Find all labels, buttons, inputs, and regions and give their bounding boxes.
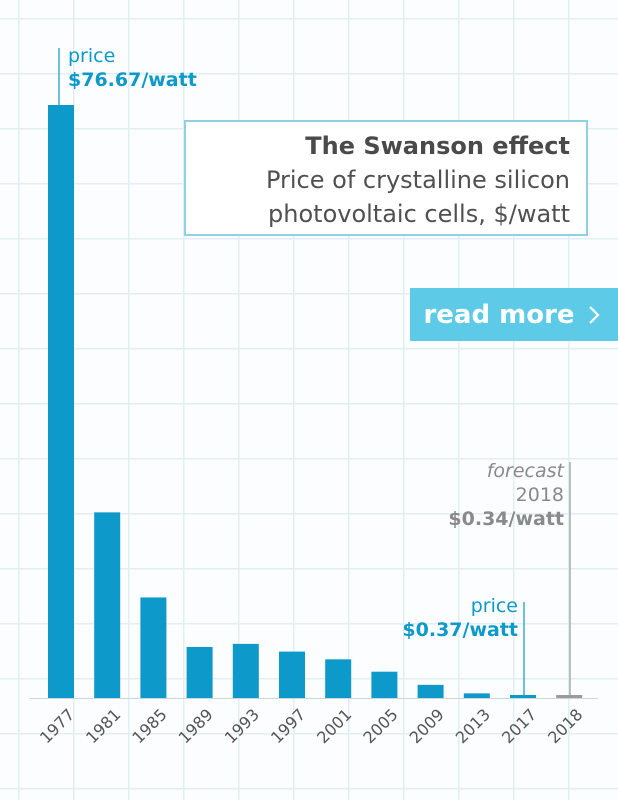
first-price-label: price [68, 45, 116, 67]
chart-title: The Swanson effect [305, 132, 570, 160]
bar [510, 695, 536, 698]
x-tick-label: 2013 [452, 705, 494, 747]
first-price-annotation: price $76.67/watt [68, 44, 197, 92]
bar [417, 684, 444, 698]
bar [48, 105, 74, 698]
x-tick-label: 1997 [267, 705, 309, 747]
x-tick-label: 2009 [406, 705, 448, 747]
bar [232, 643, 259, 698]
x-tick-label: 1977 [36, 705, 78, 747]
bar [325, 659, 352, 698]
read-more-button[interactable]: read more [410, 288, 618, 341]
x-tick-label: 2017 [498, 705, 540, 747]
chart-subtitle-line-2: photovoltaic cells, $/watt [268, 200, 570, 228]
bar [186, 646, 213, 698]
forecast-value: $0.34/watt [448, 508, 564, 530]
chart-subtitle-line-1: Price of crystalline silicon [265, 166, 570, 194]
bar [463, 693, 490, 698]
first-price-value: $76.67/watt [68, 69, 197, 91]
forecast-annotation: forecast 2018 $0.34/watt [440, 459, 564, 531]
x-tick-label: 2018 [544, 705, 586, 747]
forecast-year: 2018 [515, 484, 564, 506]
x-tick-label: 2001 [313, 705, 355, 747]
read-more-label: read more [423, 299, 575, 330]
bar [140, 597, 167, 698]
forecast-label: forecast [486, 460, 564, 482]
forecast-bar [556, 695, 583, 698]
last-price-label: price [470, 595, 518, 617]
last-price-value: $0.37/watt [402, 619, 518, 641]
chart-title-box: The Swanson effect Price of crystalline … [184, 120, 588, 236]
bar [94, 512, 121, 698]
x-tick-label: 1981 [82, 705, 124, 747]
x-tick-label: 1985 [128, 705, 170, 747]
last-price-annotation: price $0.37/watt [394, 594, 518, 642]
x-tick-label: 2005 [359, 705, 401, 747]
bar [279, 651, 305, 698]
chevron-right-icon [585, 302, 603, 328]
x-tick-label: 1993 [221, 705, 263, 747]
x-tick-label: 1989 [175, 705, 217, 747]
bar [371, 671, 398, 698]
